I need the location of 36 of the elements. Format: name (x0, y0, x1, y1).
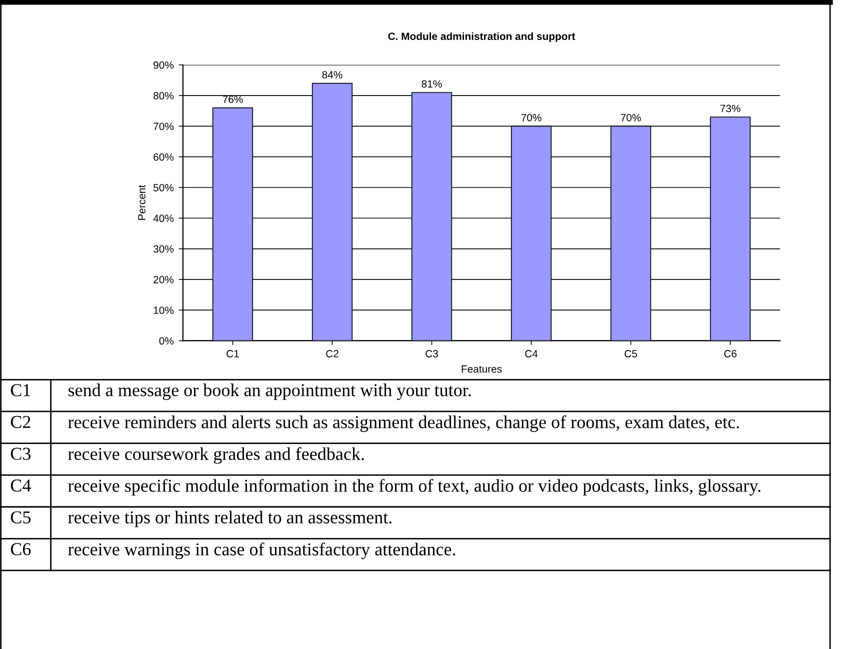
x-tick-label: C2 (326, 350, 338, 358)
text: receive coursework grades and feedback. (68, 447, 364, 464)
x-tick-label: C5 (624, 350, 638, 358)
text: send a message or book an appointment with your tutor. (68, 384, 471, 400)
data-label: 81% (422, 80, 442, 88)
y-tick-label: 40% (153, 214, 174, 222)
text: C1 (10, 384, 30, 396)
x-tick-label: C4 (525, 350, 538, 358)
text: C4 (10, 480, 31, 492)
text: receive reminders and alerts such as assignment deadlines, change of rooms, exam dates, etc. (68, 415, 739, 432)
chart-title: C. Module administration and support (388, 32, 576, 42)
y-tick-label: 80% (154, 92, 174, 100)
y-tick-label: 10% (154, 306, 174, 314)
y-tick-label: 30% (153, 245, 174, 253)
x-tick-label: C1 (226, 350, 239, 358)
text: C6 (10, 543, 31, 556)
data-label: 73% (720, 104, 740, 112)
y-tick-label: 90% (154, 61, 174, 69)
text: receive tips or hints related to an assessment. (68, 510, 392, 528)
text: C3 (10, 448, 31, 460)
y-tick-label: 60% (154, 153, 174, 161)
text: C2 (10, 416, 30, 428)
y-tick-label: 70% (154, 122, 174, 130)
x-tick-label: C6 (724, 350, 737, 358)
data-label: 70% (521, 114, 542, 122)
data-label: 70% (620, 114, 641, 122)
y-tick-label: 20% (154, 276, 174, 284)
text: receive warnings in case of unsatisfactory attendance. (68, 542, 456, 560)
y-tick-label: 50% (153, 184, 174, 192)
y-axis-title: Percent (138, 184, 146, 220)
text: C5 (10, 511, 31, 524)
data-label: 84% (322, 71, 342, 78)
x-axis-title: Features (462, 365, 502, 373)
y-tick-label: 0% (159, 337, 174, 345)
x-tick-label: C3 (426, 350, 438, 358)
text: receive specific module information in the form of text, audio or video podcasts, links, glossary. (68, 478, 760, 496)
